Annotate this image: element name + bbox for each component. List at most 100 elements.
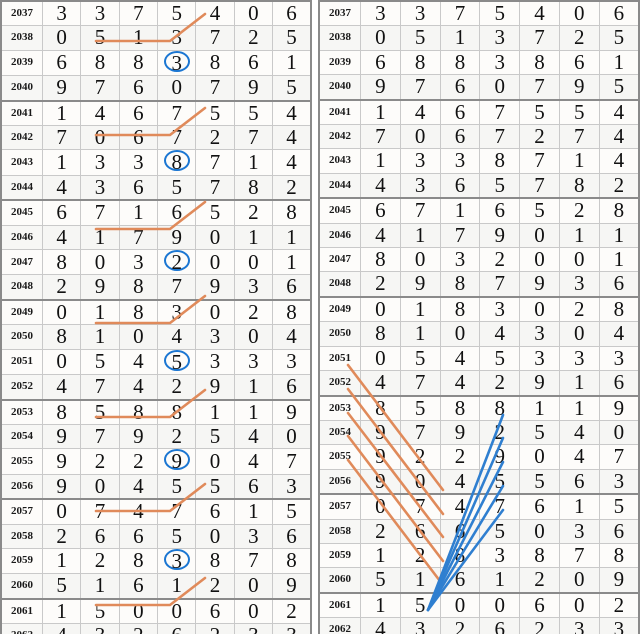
cell-2060-c1: 5 <box>360 567 401 594</box>
cell-2049-c7: 8 <box>598 296 640 323</box>
cell-2045-c2: 7 <box>399 197 441 224</box>
row-index-2057: 2057 <box>318 493 361 520</box>
cell-2048-c1: 2 <box>360 271 401 298</box>
cell-2037-c6: 0 <box>558 0 600 27</box>
cell-2039-c1: 6 <box>41 49 82 77</box>
cell-2049-c5: 0 <box>519 296 560 323</box>
row-index-2042: 2042 <box>318 124 361 150</box>
table-row: 2052 4 7 4 2 9 1 6 <box>318 370 640 397</box>
cell-2049-c4: 3 <box>157 299 197 326</box>
table-row: 2041 1 4 6 7 5 5 4 <box>318 99 640 126</box>
cell-2040-c1: 9 <box>360 74 401 101</box>
cell-2054-c1: 9 <box>41 423 82 450</box>
row-index-2056: 2056 <box>0 473 43 501</box>
left-chart-panel: 2037 3 3 7 5 4 0 6 2038 0 5 1 3 7 2 5 2039 6 8 8 3 8 6 1 2040 9 7 6… <box>0 0 312 634</box>
cell-2061-c3: 0 <box>439 592 481 619</box>
cell-2045-c3: 1 <box>118 199 159 226</box>
cell-2042-c3: 6 <box>118 125 159 151</box>
cell-2062-c2: 3 <box>399 617 441 634</box>
cell-2047-c3: 3 <box>439 247 481 273</box>
cell-2054-c3: 9 <box>118 423 159 450</box>
cell-2055-c5: 0 <box>195 448 235 475</box>
cell-2051-c4: 5 <box>479 345 521 372</box>
table-row: 2039 6 8 8 3 8 6 1 <box>318 49 640 76</box>
cell-2059-c3: 8 <box>439 542 481 569</box>
cell-2061-c5: 6 <box>519 592 560 619</box>
cell-2056-c5: 5 <box>195 473 235 501</box>
cell-2058-c2: 6 <box>80 523 120 549</box>
cell-2047-c5: 0 <box>519 247 560 273</box>
cell-2043-c2: 3 <box>80 149 120 176</box>
cell-2057-c5: 6 <box>519 493 560 520</box>
cell-2044-c1: 4 <box>41 174 82 202</box>
cell-2050-c1: 8 <box>41 324 82 350</box>
cell-2037-c5: 4 <box>195 0 235 27</box>
cell-2057-c7: 5 <box>598 493 640 520</box>
cell-2057-c4: 7 <box>479 493 521 520</box>
cell-2053-c6: 1 <box>233 399 274 425</box>
cell-2061-c7: 2 <box>272 598 312 625</box>
cell-2046-c6: 1 <box>558 222 600 249</box>
cell-2046-c4: 9 <box>157 224 197 251</box>
cell-2045-c5: 5 <box>195 199 235 226</box>
cell-2052-c7: 6 <box>598 370 640 397</box>
row-index-2062: 2062 <box>318 617 361 634</box>
table-row: 2054 9 7 9 2 5 4 0 <box>0 423 312 450</box>
cell-2058-c4: 5 <box>479 518 521 544</box>
cell-2046-c7: 1 <box>598 222 640 249</box>
table-row: 2057 0 7 4 7 6 1 5 <box>0 498 312 525</box>
cell-2044-c6: 8 <box>558 172 600 200</box>
cell-2041-c5: 5 <box>519 99 560 126</box>
cell-2050-c2: 1 <box>399 321 441 347</box>
row-index-2040: 2040 <box>0 75 43 102</box>
cell-2038-c3: 1 <box>439 25 481 51</box>
cell-2050-c5: 3 <box>519 321 560 347</box>
cell-2054-c7: 0 <box>598 419 640 446</box>
cell-2042-c7: 4 <box>272 125 312 151</box>
cell-2056-c2: 0 <box>399 468 441 496</box>
cell-2038-c5: 7 <box>195 25 235 51</box>
cell-2042-c6: 7 <box>233 125 274 151</box>
cell-2054-c6: 4 <box>233 423 274 450</box>
cell-2043-c7: 4 <box>272 149 312 176</box>
cell-2062-c3: 2 <box>118 623 159 634</box>
cell-2059-c5: 8 <box>195 547 235 575</box>
cell-2039-c3: 8 <box>118 49 159 77</box>
cell-2045-c2: 7 <box>80 199 120 226</box>
cell-2062-c7: 3 <box>598 617 640 634</box>
table-row: 2061 1 5 0 0 6 0 2 <box>318 592 640 619</box>
cell-2043-c6: 1 <box>233 149 274 176</box>
cell-2052-c4: 2 <box>157 374 197 401</box>
table-row: 2037 3 3 7 5 4 0 6 <box>318 0 640 27</box>
cell-2046-c5: 0 <box>519 222 560 249</box>
cell-2060-c7: 9 <box>598 567 640 594</box>
cell-2053-c2: 5 <box>399 395 441 421</box>
cell-2051-c6: 3 <box>558 345 600 372</box>
cell-2045-c5: 5 <box>519 197 560 224</box>
cell-2052-c1: 4 <box>360 370 401 397</box>
row-index-2061: 2061 <box>0 598 43 625</box>
cell-2042-c3: 6 <box>439 124 481 150</box>
row-index-2059: 2059 <box>318 542 361 569</box>
cell-2048-c7: 6 <box>598 271 640 298</box>
cell-2058-c7: 6 <box>272 523 312 549</box>
cell-2049-c1: 0 <box>360 296 401 323</box>
cell-2050-c6: 0 <box>558 321 600 347</box>
cell-2049-c6: 2 <box>233 299 274 326</box>
cell-2054-c5: 5 <box>195 423 235 450</box>
cell-2057-c1: 0 <box>41 498 82 525</box>
cell-2045-c7: 8 <box>598 197 640 224</box>
cell-2052-c3: 4 <box>118 374 159 401</box>
table-row: 2060 5 1 6 1 2 0 9 <box>318 567 640 594</box>
cell-2052-c6: 1 <box>558 370 600 397</box>
row-index-2044: 2044 <box>0 174 43 202</box>
cell-2060-c5: 2 <box>519 567 560 594</box>
table-row: 2040 9 7 6 0 7 9 5 <box>0 75 312 102</box>
cell-2040-c2: 7 <box>399 74 441 101</box>
cell-2051-c2: 5 <box>80 348 120 376</box>
cell-2045-c6: 2 <box>558 197 600 224</box>
row-index-2050: 2050 <box>0 324 43 350</box>
cell-2039-c5: 8 <box>519 49 560 76</box>
cell-2062-c7: 3 <box>272 623 312 634</box>
